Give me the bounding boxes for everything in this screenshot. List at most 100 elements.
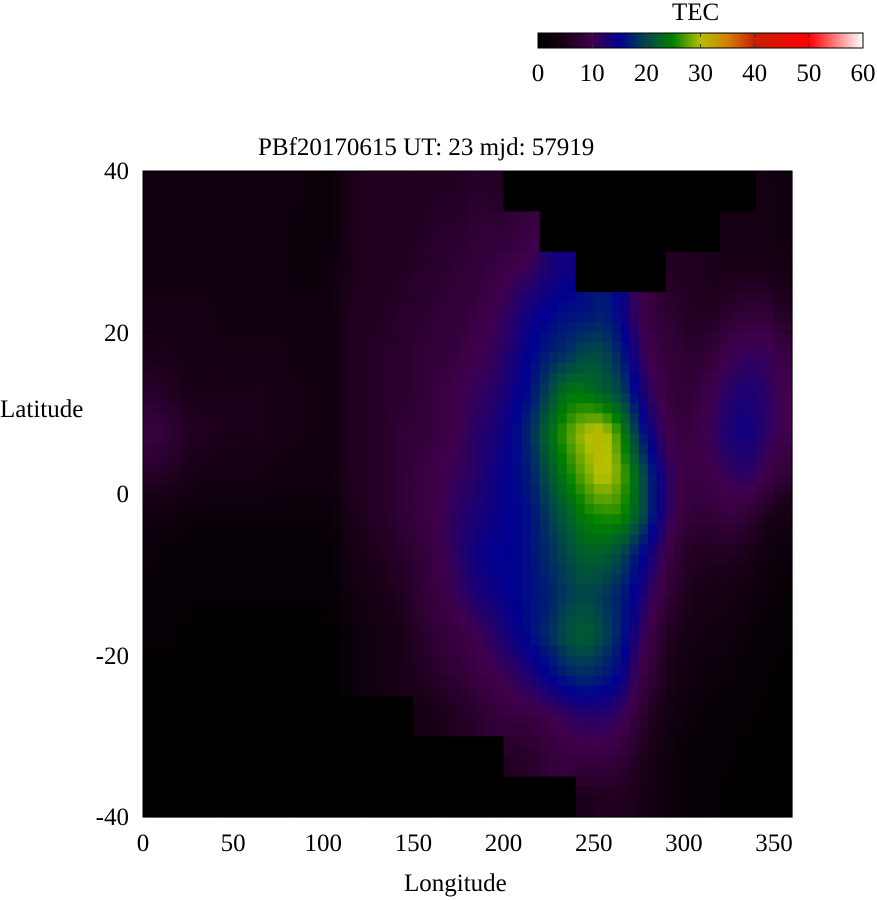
heatmap-cell xyxy=(737,403,748,414)
heatmap-cell xyxy=(782,635,793,646)
heatmap-cell xyxy=(305,746,315,758)
heatmap-cell xyxy=(395,443,405,455)
heatmap-cell xyxy=(638,453,649,465)
heatmap-cell xyxy=(296,806,306,818)
heatmap-cell xyxy=(611,635,622,646)
heatmap-cell xyxy=(440,615,451,626)
heatmap-cell xyxy=(530,796,541,808)
heatmap-cell xyxy=(656,716,667,727)
heatmap-cell xyxy=(656,433,667,445)
heatmap-cell xyxy=(728,403,739,414)
heatmap-cell xyxy=(638,594,649,606)
heatmap-cell xyxy=(782,685,793,697)
heatmap-cell xyxy=(269,524,279,535)
heatmap-cell xyxy=(566,181,577,192)
heatmap-cell xyxy=(422,655,433,667)
heatmap-cell xyxy=(539,483,550,495)
heatmap-cell xyxy=(512,302,523,313)
heatmap-cell xyxy=(575,473,586,485)
heatmap-cell xyxy=(188,463,198,475)
heatmap-cell xyxy=(674,776,685,788)
heatmap-cell xyxy=(233,211,243,223)
heatmap-cell xyxy=(179,716,189,727)
heatmap-cell xyxy=(395,584,405,596)
heatmap-cell xyxy=(206,776,216,788)
heatmap-cell xyxy=(521,746,532,758)
heatmap-cell xyxy=(251,403,261,414)
heatmap-cell xyxy=(638,201,649,212)
heatmap-cell xyxy=(746,534,757,546)
heatmap-cell xyxy=(530,594,541,606)
heatmap-cell xyxy=(314,403,324,414)
heatmap-cell xyxy=(332,766,342,778)
heatmap-cell xyxy=(296,756,306,768)
heatmap-cell xyxy=(593,776,604,788)
heatmap-cell xyxy=(638,655,649,667)
heatmap-cell xyxy=(701,443,712,455)
heatmap-cell xyxy=(539,806,550,818)
heatmap-cell xyxy=(557,463,568,475)
heatmap-cell xyxy=(602,433,613,445)
heatmap-cell xyxy=(152,544,162,556)
heatmap-cell xyxy=(719,382,730,394)
heatmap-cell xyxy=(152,362,162,374)
heatmap-cell xyxy=(476,615,487,626)
heatmap-cell xyxy=(431,473,442,485)
heatmap-cell xyxy=(719,473,730,485)
heatmap-cell xyxy=(278,685,288,697)
heatmap-cell xyxy=(152,211,162,223)
heatmap-cell xyxy=(575,544,586,556)
heatmap-cell xyxy=(350,221,360,233)
heatmap-cell xyxy=(746,736,757,747)
heatmap-cell xyxy=(422,504,433,515)
heatmap-cell xyxy=(305,211,315,223)
heatmap-cell xyxy=(197,393,207,404)
heatmap-cell xyxy=(269,463,279,475)
heatmap-cell xyxy=(341,433,351,445)
heatmap-cell xyxy=(296,231,306,243)
heatmap-cell xyxy=(773,796,784,808)
heatmap-cell xyxy=(152,534,162,546)
heatmap-cell xyxy=(404,453,415,465)
heatmap-cell xyxy=(197,282,207,293)
heatmap-cell xyxy=(746,584,757,596)
heatmap-cell xyxy=(413,716,424,727)
heatmap-cell xyxy=(656,705,667,717)
heatmap-cell xyxy=(242,584,252,596)
heatmap-cell xyxy=(530,685,541,697)
heatmap-cell xyxy=(530,716,541,727)
heatmap-cell xyxy=(512,372,523,384)
heatmap-cell xyxy=(773,292,784,303)
heatmap-cell xyxy=(332,423,342,435)
heatmap-cell xyxy=(575,584,586,596)
heatmap-cell xyxy=(584,443,595,455)
heatmap-cell xyxy=(638,403,649,414)
heatmap-cell xyxy=(629,605,640,616)
heatmap-cell xyxy=(377,716,387,727)
heatmap-cell xyxy=(143,271,153,283)
heatmap-cell xyxy=(170,726,180,737)
heatmap-cell xyxy=(602,746,613,758)
heatmap-cell xyxy=(215,494,225,505)
heatmap-cell xyxy=(719,453,730,465)
heatmap-cell xyxy=(341,342,351,354)
heatmap-cell xyxy=(179,736,189,747)
heatmap-cell xyxy=(170,352,180,364)
heatmap-cell xyxy=(773,302,784,313)
heatmap-cell xyxy=(467,352,478,364)
heatmap-cell xyxy=(404,211,415,223)
heatmap-cell xyxy=(728,201,739,212)
heatmap-cell xyxy=(413,625,424,636)
heatmap-cell xyxy=(179,362,189,374)
heatmap-cell xyxy=(539,342,550,354)
heatmap-cell xyxy=(764,483,775,495)
heatmap-cell xyxy=(503,332,514,344)
heatmap-cell xyxy=(521,352,532,364)
heatmap-cell xyxy=(197,251,207,263)
heatmap-cell xyxy=(404,534,415,546)
heatmap-cell xyxy=(593,342,604,354)
heatmap-cell xyxy=(755,322,766,334)
heatmap-cell xyxy=(350,766,360,778)
heatmap-cell xyxy=(719,675,730,687)
heatmap-cell xyxy=(620,504,631,515)
